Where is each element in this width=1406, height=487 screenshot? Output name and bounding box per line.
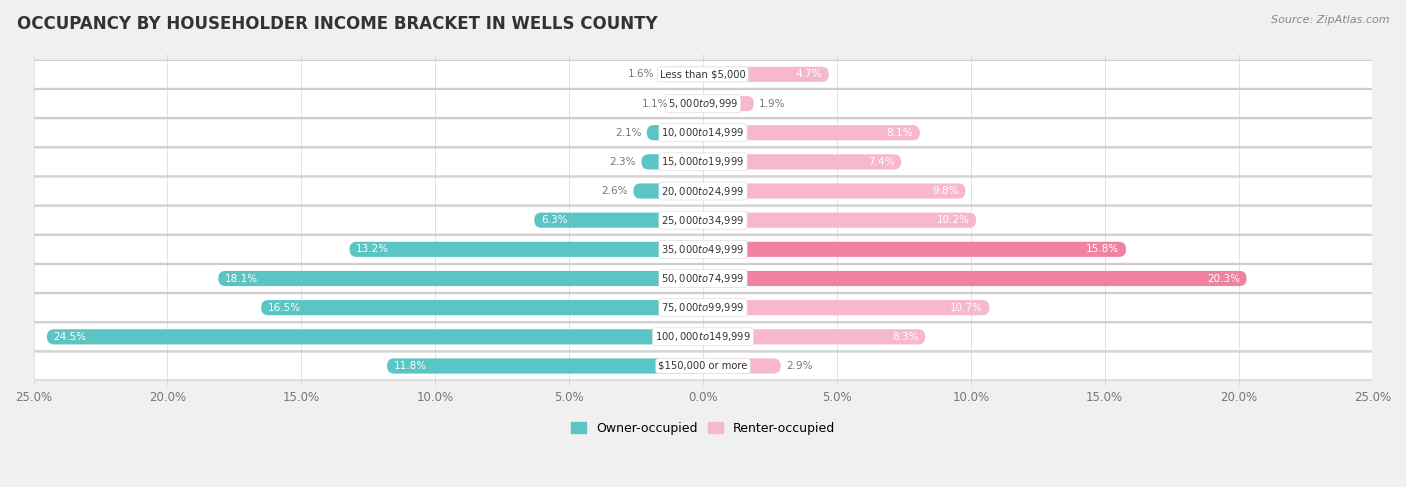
Text: 2.6%: 2.6% xyxy=(602,186,628,196)
FancyBboxPatch shape xyxy=(46,329,703,344)
FancyBboxPatch shape xyxy=(673,96,703,111)
Text: 24.5%: 24.5% xyxy=(53,332,87,342)
Text: 1.1%: 1.1% xyxy=(641,98,668,109)
FancyBboxPatch shape xyxy=(703,242,1126,257)
Text: 16.5%: 16.5% xyxy=(269,302,301,313)
FancyBboxPatch shape xyxy=(17,119,1389,147)
Text: Source: ZipAtlas.com: Source: ZipAtlas.com xyxy=(1271,15,1389,25)
Text: 8.1%: 8.1% xyxy=(887,128,914,138)
Text: $50,000 to $74,999: $50,000 to $74,999 xyxy=(661,272,745,285)
FancyBboxPatch shape xyxy=(703,271,1247,286)
Text: 2.3%: 2.3% xyxy=(610,157,636,167)
FancyBboxPatch shape xyxy=(17,177,1389,205)
FancyBboxPatch shape xyxy=(703,125,920,140)
Text: OCCUPANCY BY HOUSEHOLDER INCOME BRACKET IN WELLS COUNTY: OCCUPANCY BY HOUSEHOLDER INCOME BRACKET … xyxy=(17,15,658,33)
FancyBboxPatch shape xyxy=(703,184,966,199)
FancyBboxPatch shape xyxy=(218,271,703,286)
FancyBboxPatch shape xyxy=(17,323,1389,351)
Text: $35,000 to $49,999: $35,000 to $49,999 xyxy=(661,243,745,256)
FancyBboxPatch shape xyxy=(641,154,703,169)
Text: 2.1%: 2.1% xyxy=(614,128,641,138)
FancyBboxPatch shape xyxy=(17,294,1389,321)
FancyBboxPatch shape xyxy=(17,264,1389,293)
FancyBboxPatch shape xyxy=(703,358,780,374)
Text: $25,000 to $34,999: $25,000 to $34,999 xyxy=(661,214,745,226)
Text: 9.8%: 9.8% xyxy=(932,186,959,196)
FancyBboxPatch shape xyxy=(703,300,990,315)
FancyBboxPatch shape xyxy=(262,300,703,315)
FancyBboxPatch shape xyxy=(17,235,1389,263)
FancyBboxPatch shape xyxy=(703,213,976,228)
FancyBboxPatch shape xyxy=(350,242,703,257)
Text: $75,000 to $99,999: $75,000 to $99,999 xyxy=(661,301,745,314)
Text: 18.1%: 18.1% xyxy=(225,274,259,283)
Legend: Owner-occupied, Renter-occupied: Owner-occupied, Renter-occupied xyxy=(567,417,839,440)
Text: 6.3%: 6.3% xyxy=(541,215,568,225)
Text: $100,000 to $149,999: $100,000 to $149,999 xyxy=(655,330,751,343)
Text: 11.8%: 11.8% xyxy=(394,361,427,371)
Text: 4.7%: 4.7% xyxy=(796,69,823,79)
Text: $10,000 to $14,999: $10,000 to $14,999 xyxy=(661,126,745,139)
Text: 1.9%: 1.9% xyxy=(759,98,786,109)
Text: 15.8%: 15.8% xyxy=(1087,244,1119,254)
FancyBboxPatch shape xyxy=(703,329,925,344)
FancyBboxPatch shape xyxy=(661,67,703,82)
FancyBboxPatch shape xyxy=(17,148,1389,176)
Text: $150,000 or more: $150,000 or more xyxy=(658,361,748,371)
Text: Less than $5,000: Less than $5,000 xyxy=(661,69,745,79)
FancyBboxPatch shape xyxy=(703,96,754,111)
Text: 2.9%: 2.9% xyxy=(786,361,813,371)
Text: 20.3%: 20.3% xyxy=(1206,274,1240,283)
Text: $20,000 to $24,999: $20,000 to $24,999 xyxy=(661,185,745,198)
FancyBboxPatch shape xyxy=(534,213,703,228)
FancyBboxPatch shape xyxy=(17,206,1389,234)
FancyBboxPatch shape xyxy=(647,125,703,140)
FancyBboxPatch shape xyxy=(703,67,830,82)
FancyBboxPatch shape xyxy=(17,60,1389,88)
FancyBboxPatch shape xyxy=(17,90,1389,117)
Text: 1.6%: 1.6% xyxy=(628,69,655,79)
FancyBboxPatch shape xyxy=(703,154,901,169)
FancyBboxPatch shape xyxy=(633,184,703,199)
Text: 8.3%: 8.3% xyxy=(891,332,918,342)
Text: 10.7%: 10.7% xyxy=(950,302,983,313)
Text: 7.4%: 7.4% xyxy=(868,157,894,167)
FancyBboxPatch shape xyxy=(17,352,1389,380)
FancyBboxPatch shape xyxy=(387,358,703,374)
Text: 13.2%: 13.2% xyxy=(356,244,389,254)
Text: $5,000 to $9,999: $5,000 to $9,999 xyxy=(668,97,738,110)
Text: 10.2%: 10.2% xyxy=(936,215,969,225)
Text: $15,000 to $19,999: $15,000 to $19,999 xyxy=(661,155,745,169)
